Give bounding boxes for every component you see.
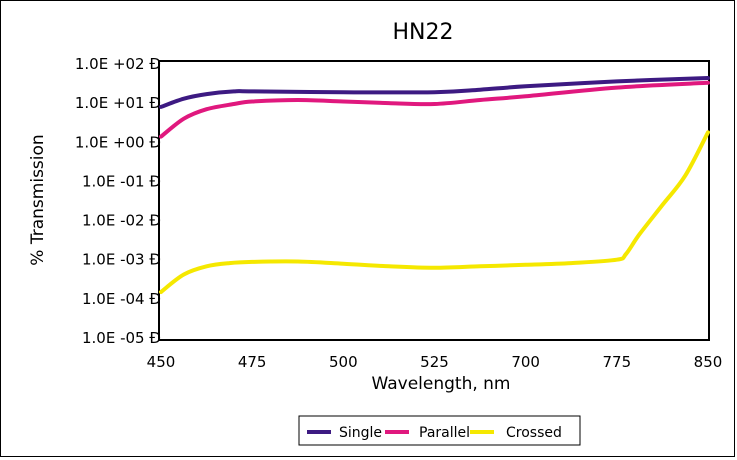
y-tick-label: 1.0E -03 Ð — [82, 251, 161, 269]
x-axis-title: Wavelength, nm — [372, 374, 511, 394]
y-tick-label: 1.0E +01 Ð — [75, 94, 161, 112]
legend: Single Parallel Crossed — [298, 415, 581, 446]
x-tick-label: 475 — [238, 353, 267, 371]
x-tick-label: 525 — [420, 353, 449, 371]
x-tick-label: 500 — [329, 353, 358, 371]
y-tick-label: 1.0E -01 Ð — [82, 172, 161, 190]
legend-label-single: Single — [339, 425, 382, 441]
x-axis-ticks: 450 475 500 525 700 775 850 — [147, 353, 723, 371]
series-line-crossed — [159, 130, 710, 294]
chart-title: HN22 — [393, 20, 454, 45]
y-tick-label: 1.0E -02 Ð — [82, 212, 161, 230]
y-axis-ticks: 1.0E +02 Ð 1.0E +01 Ð 1.0E +00 Ð 1.0E -01 Ð… — [75, 55, 161, 347]
x-tick-label: 450 — [147, 353, 176, 371]
x-tick-label: 850 — [694, 353, 723, 371]
y-tick-label: 1.0E +00 Ð — [75, 133, 161, 151]
legend-box — [298, 415, 581, 446]
legend-label-parallel: Parallel — [419, 425, 470, 441]
y-tick-label: 1.0E -04 Ð — [82, 290, 161, 308]
y-axis-title: % Transmission — [28, 134, 48, 265]
plot-area — [158, 60, 710, 341]
series-lines — [159, 76, 710, 294]
legend-label-crossed: Crossed — [506, 425, 562, 441]
series-line-single — [159, 76, 710, 109]
x-tick-label: 775 — [603, 353, 632, 371]
y-tick-label: 1.0E -05 Ð — [82, 329, 161, 347]
y-tick-label: 1.0E +02 Ð — [75, 55, 161, 73]
x-tick-label: 700 — [511, 353, 540, 371]
series-line-parallel — [159, 80, 710, 139]
